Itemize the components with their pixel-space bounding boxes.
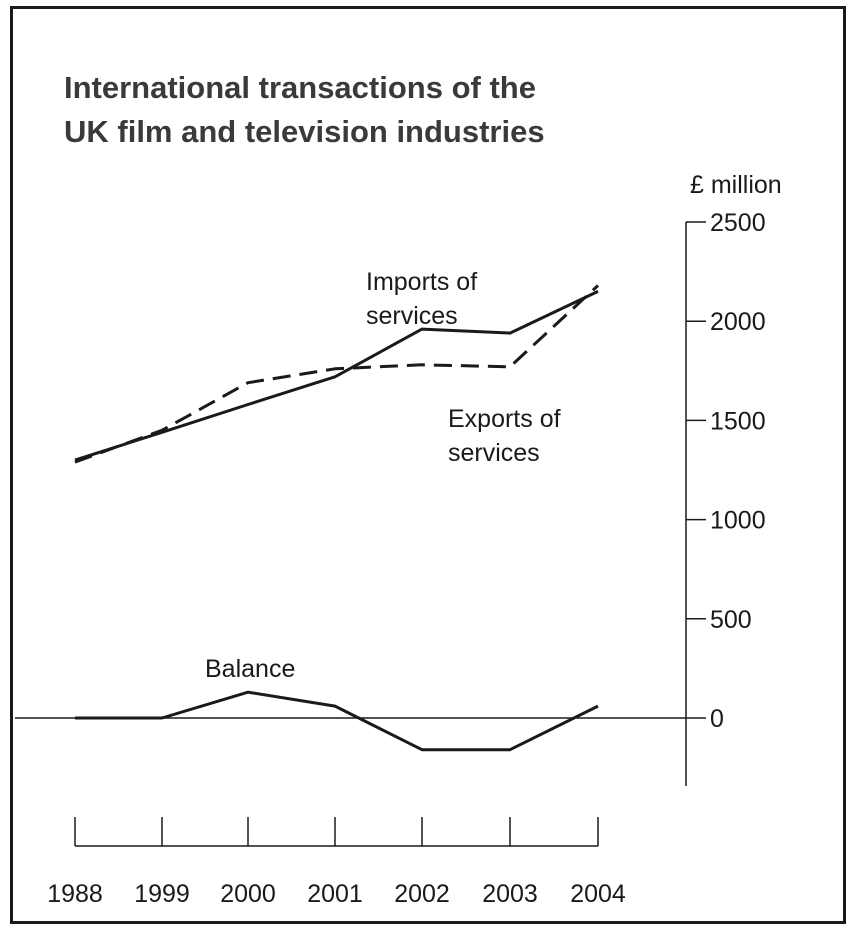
x-tick-label: 2000 — [220, 880, 276, 908]
series-label-exports-line-2: services — [448, 439, 540, 467]
series-label-balance: Balance — [205, 655, 295, 683]
y-tick-label: 2000 — [710, 308, 766, 336]
series-label-imports: Imports of — [366, 268, 477, 296]
y-axis-unit-label: £ million — [690, 171, 782, 199]
series-label-exports: Exports of — [448, 405, 561, 433]
x-tick-label: 2003 — [482, 880, 538, 908]
chart-title: International transactions of the UK fil… — [64, 66, 684, 154]
series-label-imports-line-2: services — [366, 302, 458, 330]
y-tick-label: 1000 — [710, 507, 766, 535]
x-tick-label: 1988 — [47, 880, 103, 908]
x-tick-label: 1999 — [134, 880, 190, 908]
x-tick-label: 2002 — [394, 880, 450, 908]
chart-title-line-1: International transactions of the — [64, 70, 536, 105]
x-tick-label: 2004 — [570, 880, 626, 908]
y-tick-label: 0 — [710, 705, 724, 733]
y-tick-label: 500 — [710, 606, 752, 634]
chart-title-line-2: UK film and television industries — [64, 114, 545, 149]
x-tick-label: 2001 — [307, 880, 363, 908]
series-line-balance — [75, 690, 599, 752]
chart-frame — [10, 6, 846, 924]
y-tick-label: 1500 — [710, 407, 766, 435]
y-tick-label: 2500 — [710, 209, 766, 237]
